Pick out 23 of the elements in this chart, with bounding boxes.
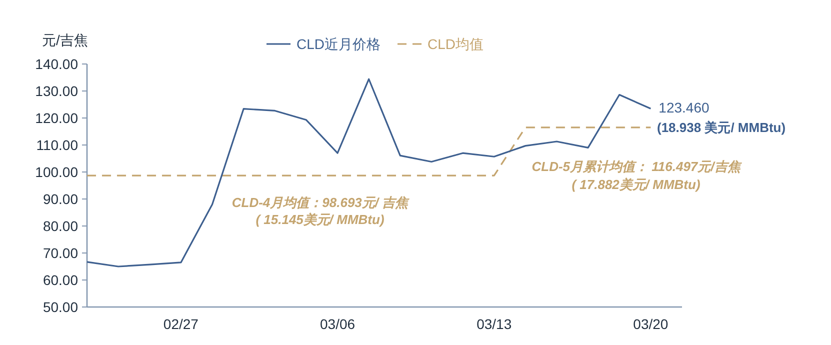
xtick: 03/20: [633, 316, 668, 332]
legend-label: CLD近月价格: [296, 36, 381, 52]
ytick: 100.00: [35, 164, 78, 180]
ytick: 120.00: [35, 110, 78, 126]
ytick: 140.00: [35, 56, 78, 72]
ytick: 90.00: [42, 191, 78, 207]
ytick: 130.00: [35, 83, 78, 99]
annotation: CLD-5月累计均值： 116.497元/吉焦: [532, 159, 740, 174]
annotation: CLD-4月均值：98.693元/ 吉焦: [232, 195, 408, 210]
ytick: 80.00: [42, 218, 78, 234]
annotation: 123.460: [658, 100, 710, 116]
ytick: 60.00: [42, 272, 78, 288]
xtick: 03/13: [476, 316, 512, 332]
ytick: 70.00: [42, 245, 78, 261]
xtick: 02/27: [163, 316, 198, 332]
annotation: ( 15.145美元/ MMBtu): [256, 212, 384, 227]
ylabel: 元/吉焦: [42, 32, 88, 48]
ytick: 50.00: [42, 299, 78, 315]
annotation: ( 17.882美元/ MMBtu): [572, 177, 700, 192]
legend-label: CLD均值: [428, 36, 484, 52]
xtick: 03/06: [320, 316, 356, 332]
annotation: (18.938 美元/ MMBtu): [657, 120, 786, 135]
ytick: 110.00: [36, 137, 78, 153]
